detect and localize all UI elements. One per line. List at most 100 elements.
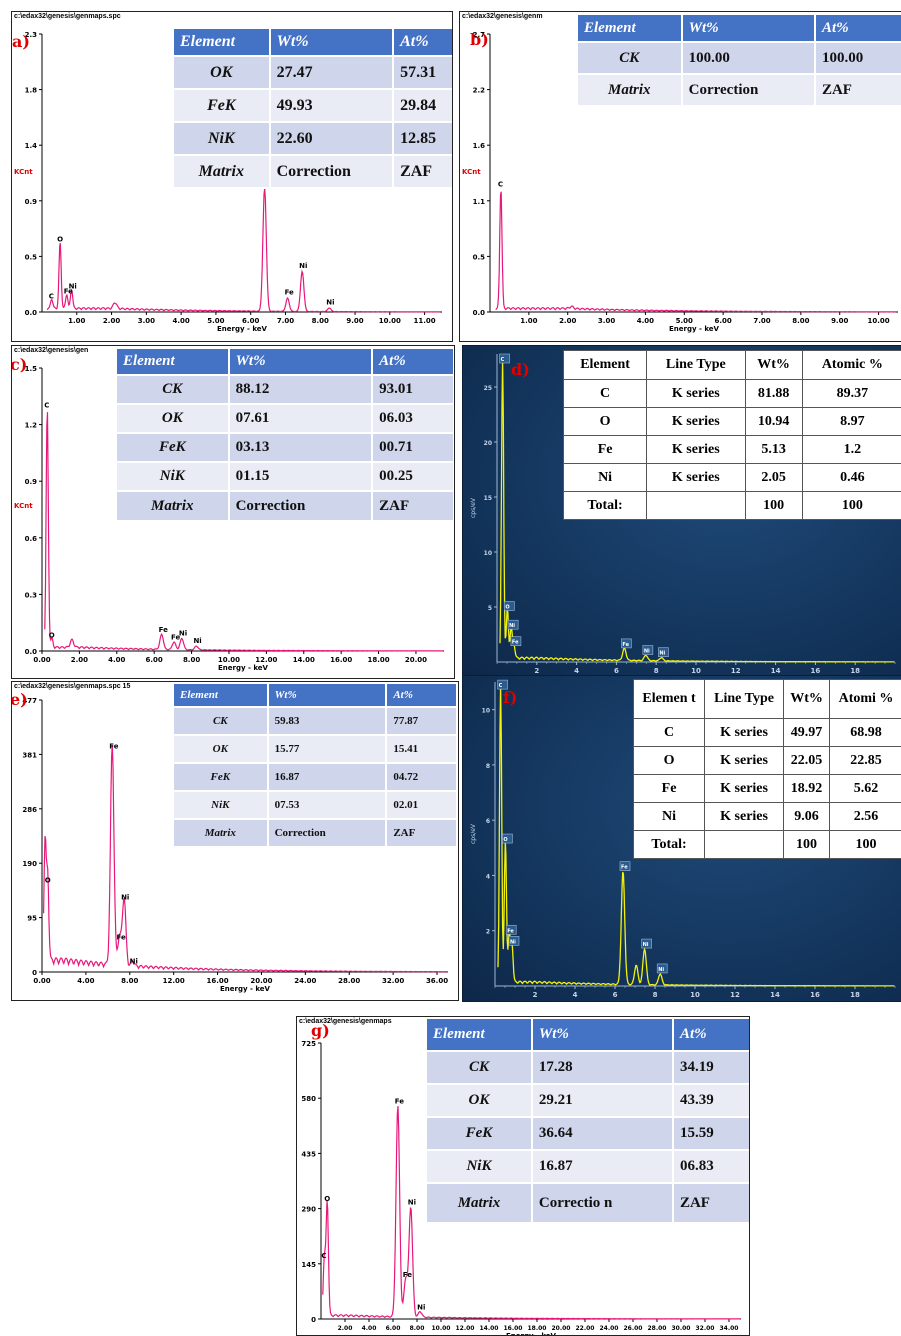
x-tick-label: 2.00 — [103, 317, 120, 325]
table-cell: FeK — [172, 88, 271, 123]
table-cell: Correction — [266, 818, 388, 848]
spectrum-line — [499, 360, 894, 663]
panel-label: g) — [311, 1021, 330, 1040]
panel-g: c:\edax32\genesis\genmaps g) 0 145 290 435 5… — [296, 1016, 750, 1336]
table-cell: ZAF — [371, 490, 454, 522]
peak-marker — [658, 647, 669, 658]
table-cell: 22.60 — [268, 121, 395, 156]
table-header-cell: Line Type — [704, 679, 785, 719]
y-tick-label: 290 — [301, 1206, 316, 1214]
x-tick-label: 34.00 — [720, 1325, 739, 1332]
table-cell: 16.87 — [530, 1149, 674, 1184]
table-cell: 04.72 — [385, 762, 458, 792]
peak-label: Ni — [326, 298, 334, 306]
x-tick-label: 12.00 — [255, 656, 277, 664]
table-cell: 89.37 — [801, 379, 901, 408]
x-tick-label: 8.00 — [121, 977, 138, 985]
table-cell — [646, 491, 746, 520]
table-row: Fe K series 5.13 1.2 — [562, 435, 901, 464]
y-tick-label: 1.5 — [25, 365, 38, 373]
x-tick-label: 18 — [850, 991, 860, 999]
y-tick-label: 15 — [484, 495, 492, 502]
table-cell: K series — [646, 435, 746, 464]
table-cell: 68.98 — [829, 718, 901, 747]
table-cell: 15.41 — [385, 734, 458, 764]
table-cell: Ni — [632, 802, 706, 831]
table-cell: NiK — [425, 1149, 533, 1184]
x-tick-label: 18 — [850, 667, 860, 675]
table-row: NiK 16.87 06.83 — [425, 1149, 749, 1184]
x-tick-label: 14 — [771, 667, 781, 675]
panel-b: c:\edax32\genesis\genm b) 0.0 0.5 1.1 1.6 2.… — [459, 11, 901, 342]
x-tick-label: 32.00 — [696, 1325, 715, 1332]
x-tick-label: 30.00 — [672, 1325, 691, 1332]
table-cell: 100.00 — [813, 41, 901, 75]
peak-marker — [508, 936, 520, 946]
table-cell: 07.53 — [266, 790, 388, 820]
x-tick-label: 8.00 — [312, 317, 329, 325]
table-cell: 100.00 — [680, 41, 816, 75]
x-tick-label: 16.00 — [504, 1325, 523, 1332]
table-cell: NiK — [172, 790, 269, 820]
table-cell: Matrix — [576, 73, 683, 107]
peak-label: Ni — [644, 649, 650, 655]
y-tick-label: 0.9 — [25, 478, 38, 486]
table-cell: 8.97 — [801, 407, 901, 436]
table-row: OK 07.61 06.03 — [115, 403, 454, 434]
peak-label: Fe — [159, 626, 168, 634]
table-cell: 100 — [829, 830, 901, 859]
y-tick-label: 1.6 — [473, 142, 486, 150]
x-tick-label: 8 — [653, 991, 658, 999]
x-tick-label: 16.00 — [330, 656, 352, 664]
x-tick-label: 24.00 — [600, 1325, 619, 1332]
panel-label: b) — [470, 30, 489, 49]
table-header-cell: At% — [385, 682, 458, 708]
x-tick-label: 3.00 — [138, 317, 155, 325]
peak-marker — [497, 679, 508, 690]
x-tick-label: 18.00 — [367, 656, 389, 664]
y-tick-label: 20 — [484, 440, 492, 447]
table-header-cell: Element — [115, 347, 230, 376]
y-tick-label: 25 — [484, 385, 492, 392]
peak-label: Ni — [69, 283, 77, 291]
table-header-cell: Wt% — [530, 1017, 674, 1052]
peak-label: Ni — [408, 1199, 416, 1207]
table-header-cell: Elemen t — [632, 679, 706, 719]
y-axis-label: cps/eV — [470, 497, 477, 518]
peak-marker — [619, 861, 631, 871]
x-tick-label: 1.00 — [520, 317, 537, 325]
peak-label: O — [324, 1195, 330, 1203]
table-row: NiK 07.53 02.01 — [172, 790, 458, 820]
x-tick-label: 8.00 — [183, 656, 200, 664]
y-tick-label: 0.5 — [25, 253, 38, 261]
peak-label: C — [498, 181, 503, 189]
table-cell — [704, 830, 785, 859]
x-tick-label: 10 — [690, 991, 700, 999]
table-cell: Total: — [562, 491, 648, 520]
x-tick-label: 4.00 — [362, 1325, 377, 1332]
x-tick-label: 5.00 — [207, 317, 224, 325]
table-cell: 12.85 — [392, 121, 452, 156]
x-tick-label: 20.00 — [552, 1325, 571, 1332]
x-tick-label: 6.00 — [386, 1325, 401, 1332]
x-tick-label: 4.00 — [637, 317, 654, 325]
y-tick-label: 0.5 — [473, 253, 486, 261]
x-tick-label: 0.00 — [33, 977, 50, 985]
y-tick-label: 0.3 — [25, 591, 38, 599]
spectrum-chart-g: 0 145 290 435 580 725 2.00 4.00 6.00 8.00 10.00 12.… — [301, 1040, 741, 1335]
x-tick-label: 28.00 — [648, 1325, 667, 1332]
table-cell: FeK — [172, 762, 269, 792]
table-cell: 57.31 — [392, 55, 452, 90]
table-row: OK 15.77 15.41 — [172, 734, 458, 764]
spectrum-chart-c: 0.0 0.3 0.6 0.9 1.2 1.5 0.00 2.00 4.00 6.00 8.00 10… — [14, 365, 444, 672]
x-tick-label: 3.00 — [598, 317, 615, 325]
y-tick-label: 1.4 — [25, 142, 38, 150]
y-tick-label: 1.2 — [25, 422, 38, 430]
table-row: CK 88.12 93.01 — [115, 374, 454, 405]
y-tick-label: 2.7 — [473, 31, 486, 39]
table-cell: 17.28 — [530, 1050, 674, 1085]
table-row: OK 27.47 57.31 — [172, 55, 452, 90]
peak-label: Fe — [395, 1098, 404, 1106]
table-row: FeK 49.93 29.84 — [172, 88, 452, 123]
